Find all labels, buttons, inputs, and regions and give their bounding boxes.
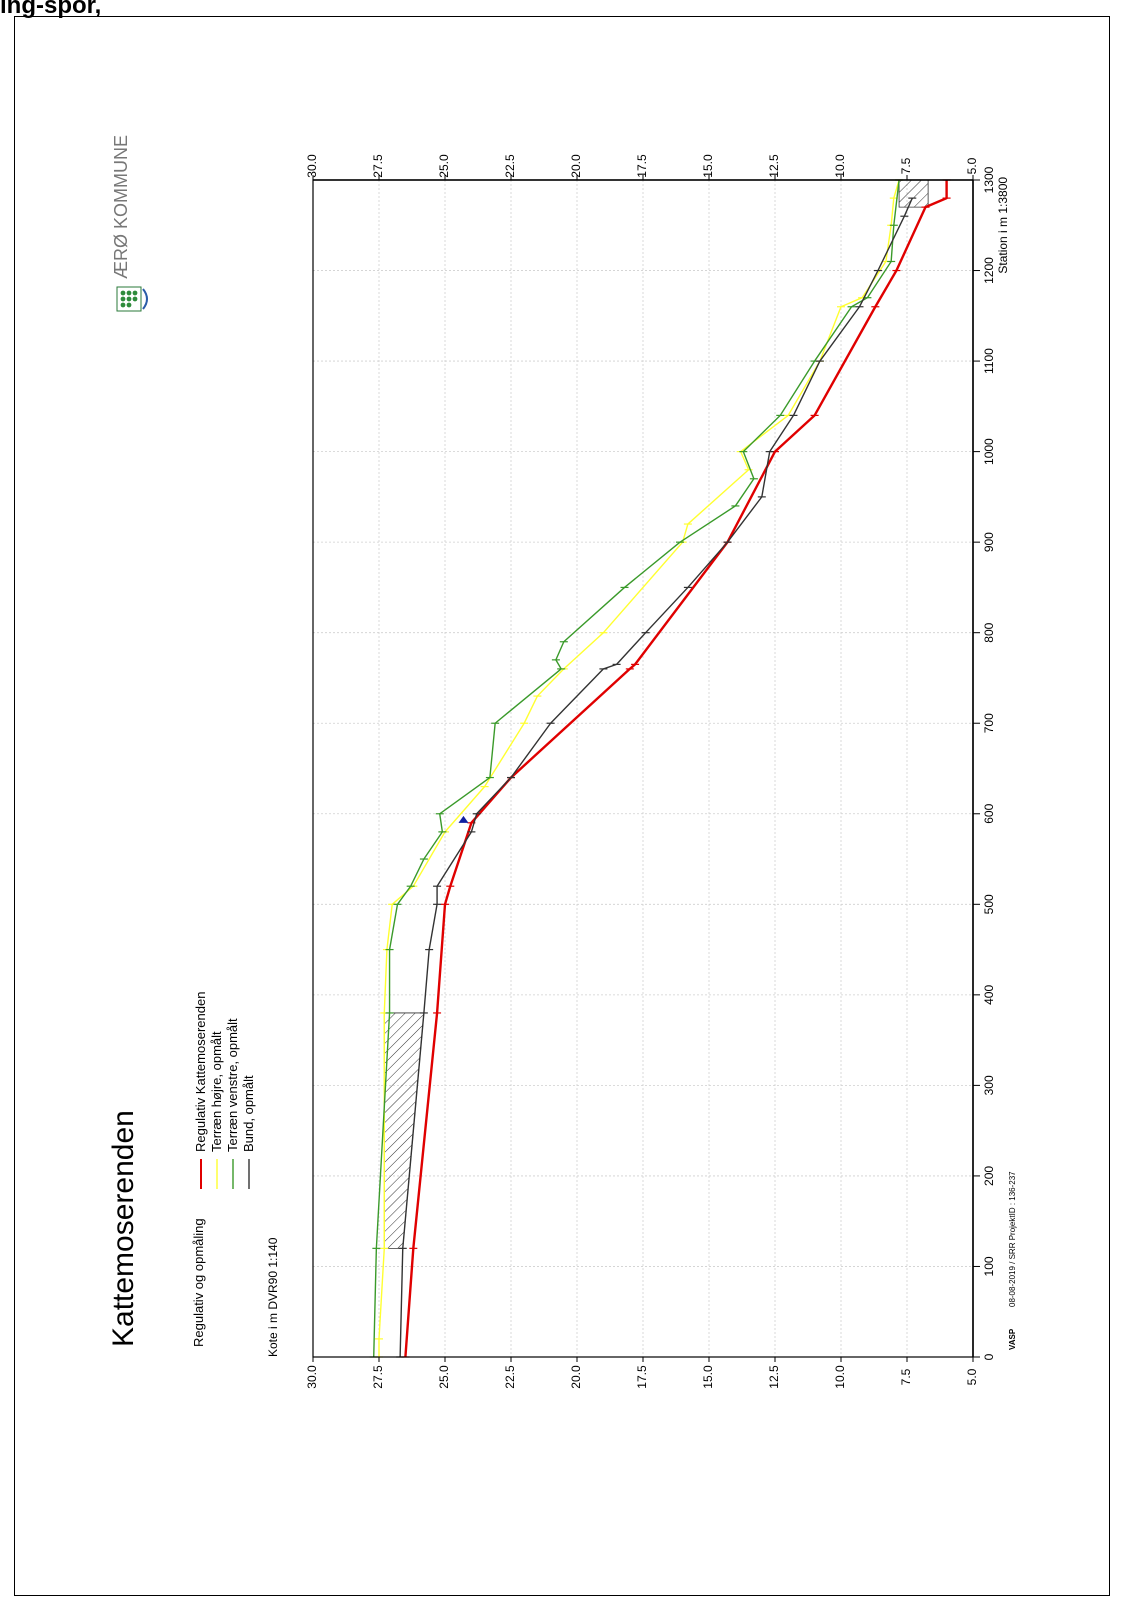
station-tick-label: 600 [982, 803, 996, 823]
elevation-tick-label-top: 15.0 [701, 154, 715, 178]
elevation-tick-label-top: 7.5 [899, 157, 913, 174]
elevation-tick-label-bottom: 20.0 [569, 1365, 583, 1389]
legend-entry: Terræn højre, opmålt [209, 1031, 224, 1152]
logo-tree-icon [132, 296, 138, 302]
station-tick-label: 200 [982, 1166, 996, 1186]
legend-entry: Terræn venstre, opmålt [225, 1018, 240, 1152]
elevation-tick-label-bottom: 22.5 [503, 1365, 517, 1389]
elevation-tick-label-top: 27.5 [371, 154, 385, 178]
elevation-tick-label-top: 22.5 [503, 154, 517, 178]
elevation-tick-label-bottom: 25.0 [437, 1365, 451, 1389]
logo-tree-icon [132, 290, 138, 296]
elevation-tick-label-bottom: 30.0 [305, 1365, 319, 1389]
elevation-tick-label-top: 25.0 [437, 154, 451, 178]
elevation-tick-label-top: 17.5 [635, 154, 649, 178]
station-tick-label: 1000 [982, 438, 996, 465]
elevation-tick-label-top: 30.0 [305, 154, 319, 178]
page-title: ing-spor, [0, 0, 102, 19]
grid [312, 179, 974, 1358]
legend-entry: Bund, opmålt [241, 1075, 256, 1152]
logo-tree-icon [126, 302, 132, 308]
drawing-frame: 0 100 200 300 400 500 600 700 800 900 1000 1100 1200… [14, 16, 1110, 1596]
longitudinal-profile-chart: 0 100 200 300 400 500 600 700 800 900 1000 1100 1200… [107, 135, 1017, 1389]
elevation-tick-label-top: 10.0 [833, 154, 847, 178]
station-tick-label: 500 [982, 894, 996, 914]
station-axis-label: Station i m 1:3800 [996, 177, 1010, 274]
logo-wave-icon [142, 288, 148, 310]
chart-title: Kattemoserenden [107, 1110, 140, 1347]
water-level-marker [458, 815, 469, 823]
elevation-tick-label-bottom: 15.0 [701, 1365, 715, 1389]
series-line [373, 179, 900, 1358]
elevation-tick-label-bottom: 27.5 [371, 1365, 385, 1389]
hatched-area [898, 179, 929, 208]
station-tick-label: 1200 [982, 257, 996, 284]
station-tick-label: 700 [982, 713, 996, 733]
elevation-tick-label-top: 12.5 [767, 154, 781, 178]
elevation-tick-label-bottom: 12.5 [767, 1365, 781, 1389]
series-line [404, 180, 948, 1358]
logo-tree-icon [126, 296, 132, 302]
elevation-tick-label-bottom: 5.0 [965, 1368, 979, 1385]
station-tick-label: 400 [982, 985, 996, 1005]
station-tick-label: 300 [982, 1075, 996, 1095]
station-tick-label: 800 [982, 622, 996, 642]
station-tick-label: 100 [982, 1256, 996, 1276]
elevation-tick-label-bottom: 17.5 [635, 1365, 649, 1389]
municipality-name: ÆRØ KOMMUNE [111, 135, 131, 279]
elevation-tick-label-bottom: 7.5 [899, 1368, 913, 1385]
elevation-tick-label-top: 20.0 [569, 154, 583, 178]
logo-tree-icon [120, 302, 126, 308]
series-line [378, 179, 900, 1357]
logo-tree-icon [120, 296, 126, 302]
municipality-logo [116, 286, 148, 312]
logo-tree-icon [126, 290, 132, 296]
elevation-axis-label: Kote i m DVR90 1:140 [266, 1237, 280, 1357]
elevation-tick-label-bottom: 10.0 [833, 1365, 847, 1389]
footer-text: 08-08-2019 / SRR ProjektID : 136-237 [1008, 1171, 1017, 1307]
station-tick-label: 1100 [982, 348, 996, 374]
chart-subtitle: Regulativ og opmåling [191, 1218, 206, 1347]
elevation-tick-label-top: 5.0 [965, 157, 979, 174]
station-tick-label: 0 [982, 1353, 996, 1360]
footer-label: VASP [1008, 1328, 1017, 1350]
logo-tree-icon [120, 290, 126, 296]
station-tick-label: 1300 [982, 166, 996, 193]
series-line [399, 197, 913, 1358]
legend-entry: Regulativ Kattemoserenden [193, 992, 208, 1152]
station-tick-label: 900 [982, 532, 996, 552]
